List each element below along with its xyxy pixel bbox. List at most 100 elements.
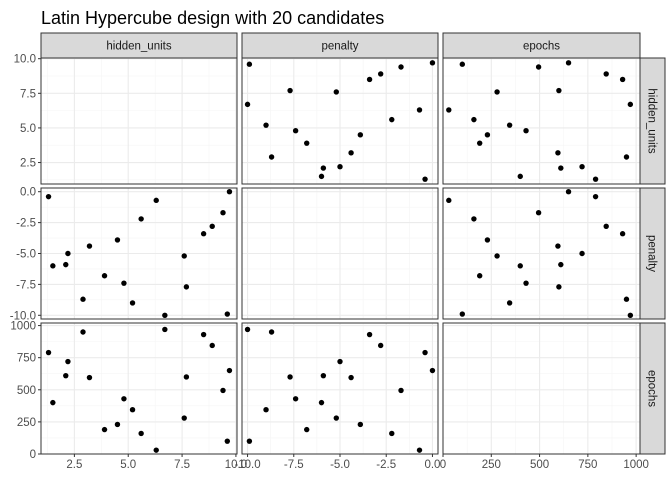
data-point-epochs-vs-penalty-13 [485, 237, 490, 242]
data-point-epochs-vs-hidden_units-9 [471, 117, 476, 122]
data-point-epochs-vs-hidden_units-20 [556, 88, 561, 93]
data-point-penalty-vs-hidden_units-20 [287, 88, 292, 93]
data-point-hidden_units-vs-penalty-2 [220, 210, 225, 215]
data-point-hidden_units-vs-epochs-18 [121, 396, 126, 401]
data-point-hidden_units-vs-epochs-1 [225, 438, 230, 443]
data-point-epochs-vs-penalty-3 [446, 198, 451, 203]
strip-top-label-hidden_units: hidden_units [106, 41, 171, 53]
data-point-penalty-vs-epochs-10 [263, 407, 268, 412]
data-point-penalty-vs-hidden_units-1 [247, 62, 252, 67]
x-tick-label-penalty: -7.5 [284, 459, 304, 471]
y-tick-label-hidden_units: 5.0 [20, 123, 36, 135]
y-tick-label-hidden_units: 10.0 [14, 54, 36, 66]
data-point-epochs-vs-hidden_units-18 [523, 128, 528, 133]
y-tick-label-hidden_units: 7.5 [20, 88, 36, 100]
data-point-epochs-vs-penalty-15 [620, 231, 625, 236]
data-point-penalty-vs-hidden_units-8 [319, 174, 324, 179]
x-tick-label-epochs: 1000 [623, 459, 649, 471]
data-point-penalty-vs-epochs-17 [334, 415, 339, 420]
data-point-epochs-vs-hidden_units-1 [460, 62, 465, 67]
data-point-hidden_units-vs-penalty-13 [115, 237, 120, 242]
data-point-penalty-vs-epochs-13 [358, 422, 363, 427]
data-point-penalty-vs-epochs-15 [367, 332, 372, 337]
y-tick-label-penalty: 0.0 [20, 187, 36, 199]
data-point-epochs-vs-penalty-2 [536, 210, 541, 215]
x-tick-label-hidden_units: 2.5 [66, 459, 82, 471]
data-point-hidden_units-vs-penalty-10 [130, 300, 135, 305]
y-tick-label-penalty: -7.5 [16, 279, 36, 291]
data-point-penalty-vs-epochs-12 [269, 329, 274, 334]
x-tick-label-hidden_units: 5.0 [120, 459, 136, 471]
x-tick-label-epochs: 0 [440, 459, 446, 471]
data-point-penalty-vs-epochs-3 [417, 447, 422, 452]
x-tick-label-penalty: -10.0 [234, 459, 260, 471]
data-point-penalty-vs-hidden_units-17 [334, 89, 339, 94]
data-point-epochs-vs-penalty-6 [604, 224, 609, 229]
data-point-hidden_units-vs-penalty-15 [201, 231, 206, 236]
data-point-hidden_units-vs-penalty-18 [121, 280, 126, 285]
y-tick-label-epochs: 250 [17, 417, 36, 429]
data-point-hidden_units-vs-penalty-19 [102, 273, 107, 278]
data-point-epochs-vs-penalty-14 [558, 262, 563, 267]
data-point-epochs-vs-hidden_units-12 [624, 154, 629, 159]
data-point-epochs-vs-hidden_units-16 [628, 102, 633, 107]
data-point-hidden_units-vs-epochs-16 [162, 327, 167, 332]
data-point-hidden_units-vs-penalty-6 [210, 224, 215, 229]
data-point-penalty-vs-hidden_units-9 [389, 117, 394, 122]
data-point-epochs-vs-penalty-10 [507, 300, 512, 305]
data-point-penalty-vs-epochs-5 [422, 350, 427, 355]
data-point-epochs-vs-penalty-19 [477, 273, 482, 278]
data-point-hidden_units-vs-epochs-14 [63, 373, 68, 378]
data-point-hidden_units-vs-penalty-5 [46, 194, 51, 199]
y-tick-label-epochs: 0 [30, 449, 36, 461]
data-point-penalty-vs-hidden_units-5 [422, 176, 427, 181]
data-point-epochs-vs-hidden_units-3 [446, 107, 451, 112]
panels-layer: hidden_units penalty epochshidden_unitspen… [10, 33, 665, 471]
data-point-hidden_units-vs-epochs-8 [50, 400, 55, 405]
data-point-epochs-vs-hidden_units-19 [477, 140, 482, 145]
y-tick-label-epochs: 500 [17, 385, 36, 397]
data-point-epochs-vs-penalty-4 [566, 189, 571, 194]
data-point-epochs-vs-hidden_units-7 [555, 150, 560, 155]
data-point-epochs-vs-penalty-8 [518, 263, 523, 268]
data-point-hidden_units-vs-penalty-20 [184, 284, 189, 289]
data-point-epochs-vs-hidden_units-14 [558, 165, 563, 170]
x-tick-label-hidden_units: 7.5 [174, 459, 190, 471]
x-tick-label-epochs: 500 [530, 459, 549, 471]
data-point-hidden_units-vs-epochs-6 [210, 343, 215, 348]
data-point-hidden_units-vs-penalty-8 [50, 263, 55, 268]
x-tick-label-epochs: 250 [482, 459, 501, 471]
data-point-hidden_units-vs-penalty-14 [63, 262, 68, 267]
strip-top-label-epochs: epochs [523, 41, 560, 53]
data-point-penalty-vs-epochs-18 [293, 396, 298, 401]
data-point-epochs-vs-hidden_units-5 [593, 176, 598, 181]
data-point-hidden_units-vs-epochs-17 [182, 415, 187, 420]
data-point-penalty-vs-epochs-7 [348, 375, 353, 380]
data-point-hidden_units-vs-epochs-4 [227, 368, 232, 373]
data-point-penalty-vs-epochs-16 [245, 327, 250, 332]
y-tick-label-hidden_units: 2.5 [20, 158, 36, 170]
data-point-penalty-vs-hidden_units-3 [417, 107, 422, 112]
strip-right-label-penalty: penalty [646, 235, 658, 272]
data-point-epochs-vs-penalty-5 [593, 194, 598, 199]
data-point-epochs-vs-penalty-18 [523, 280, 528, 285]
data-point-epochs-vs-hidden_units-15 [620, 77, 625, 82]
data-point-hidden_units-vs-epochs-2 [220, 388, 225, 393]
data-point-penalty-vs-hidden_units-14 [321, 165, 326, 170]
data-point-epochs-vs-hidden_units-17 [494, 89, 499, 94]
data-point-penalty-vs-hidden_units-12 [269, 154, 274, 159]
strip-right-label-epochs: epochs [646, 370, 658, 407]
data-point-epochs-vs-penalty-1 [460, 311, 465, 316]
data-point-penalty-vs-epochs-4 [430, 368, 435, 373]
data-point-penalty-vs-epochs-14 [321, 373, 326, 378]
panel-background [41, 58, 237, 184]
x-tick-label-penalty: 0.0 [424, 459, 440, 471]
data-point-penalty-vs-hidden_units-13 [358, 132, 363, 137]
strip-top-label-penalty: penalty [321, 41, 358, 53]
panel-background [443, 323, 640, 454]
data-point-hidden_units-vs-epochs-7 [87, 375, 92, 380]
y-tick-label-penalty: -5.0 [16, 249, 36, 261]
data-point-penalty-vs-hidden_units-10 [263, 122, 268, 127]
data-point-hidden_units-vs-epochs-10 [130, 407, 135, 412]
